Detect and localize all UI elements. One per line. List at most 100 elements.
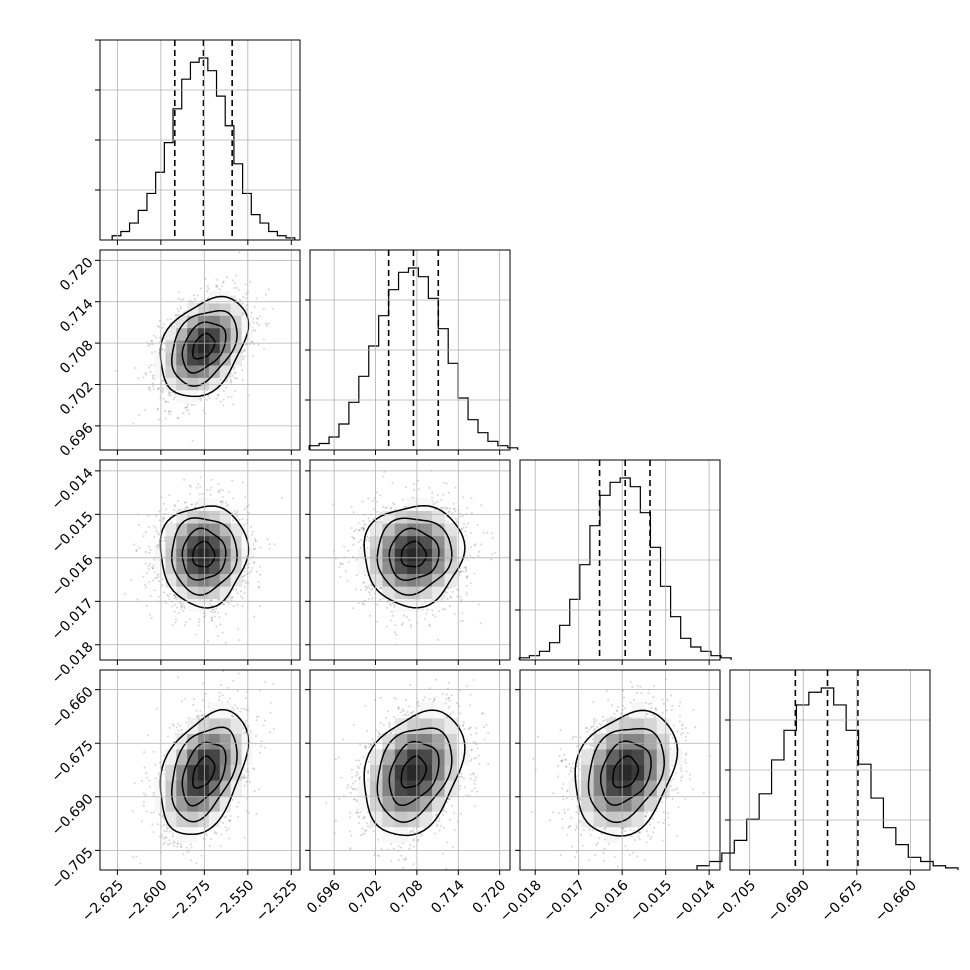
histogram-bar: [478, 433, 488, 450]
histogram-bar: [859, 764, 871, 870]
scatter-point: [151, 376, 154, 379]
histogram-bar: [883, 828, 895, 870]
scatter-point: [233, 376, 236, 379]
scatter-point: [209, 602, 211, 605]
scatter-point: [161, 520, 164, 523]
scatter-point: [190, 503, 193, 506]
histogram-bar: [809, 692, 821, 870]
scatter-point: [219, 488, 222, 491]
histogram-bar: [747, 819, 759, 870]
scatter-point: [157, 575, 160, 578]
scatter-point: [248, 562, 251, 565]
scatter-point: [339, 575, 342, 578]
scatter-point: [248, 343, 251, 346]
scatter-point: [162, 502, 165, 505]
scatter-point: [156, 544, 159, 546]
scatter-point: [161, 391, 164, 394]
scatter-point: [180, 602, 183, 605]
scatter-point: [194, 297, 197, 300]
scatter-point: [440, 498, 443, 501]
histogram-bar: [529, 656, 539, 660]
scatter-point: [266, 538, 269, 541]
scatter-point: [243, 355, 246, 358]
scatter-point: [217, 490, 220, 493]
scatter-point: [184, 406, 187, 409]
scatter-point: [267, 322, 270, 325]
histogram-bar: [640, 513, 650, 660]
density-cell: [208, 327, 221, 341]
scatter-point: [173, 594, 176, 596]
scatter-point: [220, 378, 223, 381]
scatter-point: [147, 565, 150, 567]
scatter-point: [222, 404, 225, 407]
scatter-point: [144, 531, 147, 534]
scatter-point: [184, 406, 187, 409]
scatter-point: [138, 414, 141, 417]
histogram-bar: [389, 290, 399, 450]
scatter-point: [168, 593, 171, 595]
scatter-point: [132, 422, 135, 425]
scatter-point: [233, 372, 236, 375]
scatter-point: [257, 581, 260, 583]
scatter-point: [157, 408, 160, 411]
scatter-point: [164, 417, 167, 420]
scatter-point: [149, 549, 152, 551]
scatter-point: [215, 278, 218, 281]
histogram-bar: [234, 164, 243, 240]
scatter-point: [267, 288, 270, 291]
scatter-point: [195, 501, 198, 504]
histogram-bar: [269, 232, 278, 240]
scatter-point: [155, 514, 158, 517]
density-cell: [176, 390, 188, 403]
density-panel-1-0: [114, 251, 275, 442]
scatter-point: [262, 338, 265, 341]
scatter-point: [268, 547, 271, 550]
scatter-point: [225, 504, 228, 507]
scatter-point: [258, 323, 261, 326]
scatter-point: [243, 570, 246, 573]
scatter-point: [144, 550, 147, 553]
scatter-point: [142, 575, 145, 578]
scatter-point: [179, 305, 182, 308]
scatter-point: [224, 501, 227, 504]
scatter-point: [184, 621, 187, 624]
scatter-point: [158, 580, 160, 583]
scatter-point: [251, 341, 254, 343]
scatter-point: [221, 281, 224, 284]
scatter-point: [236, 509, 239, 512]
scatter-point: [173, 326, 176, 329]
scatter-point: [193, 403, 196, 406]
density-cell: [165, 352, 177, 366]
scatter-point: [124, 592, 126, 595]
histogram-bar: [550, 643, 560, 660]
density-cell: [187, 561, 199, 574]
scatter-point: [187, 408, 190, 411]
scatter-point: [197, 483, 200, 486]
scatter-point: [208, 397, 211, 400]
scatter-point: [265, 322, 267, 325]
density-cell: [208, 377, 221, 391]
histogram-bar: [722, 853, 734, 870]
histogram-bar: [369, 346, 379, 450]
scatter-point: [236, 592, 239, 595]
density-cell: [198, 498, 210, 511]
scatter-point: [196, 486, 198, 489]
scatter-point: [168, 598, 171, 601]
scatter-point: [185, 409, 188, 412]
scatter-point: [229, 380, 232, 383]
scatter-point: [245, 343, 247, 346]
scatter-point: [173, 325, 175, 327]
histogram-bar: [147, 193, 156, 240]
scatter-point: [198, 618, 201, 621]
scatter-point: [182, 412, 185, 415]
histogram-bar: [921, 862, 933, 870]
density-cell: [198, 340, 210, 354]
histogram-bar: [379, 316, 389, 450]
scatter-point: [183, 311, 186, 314]
scatter-point: [244, 283, 247, 286]
scatter-point: [242, 358, 245, 360]
histogram-bar: [796, 705, 808, 870]
scatter-point: [177, 297, 180, 300]
scatter-point: [263, 347, 266, 350]
